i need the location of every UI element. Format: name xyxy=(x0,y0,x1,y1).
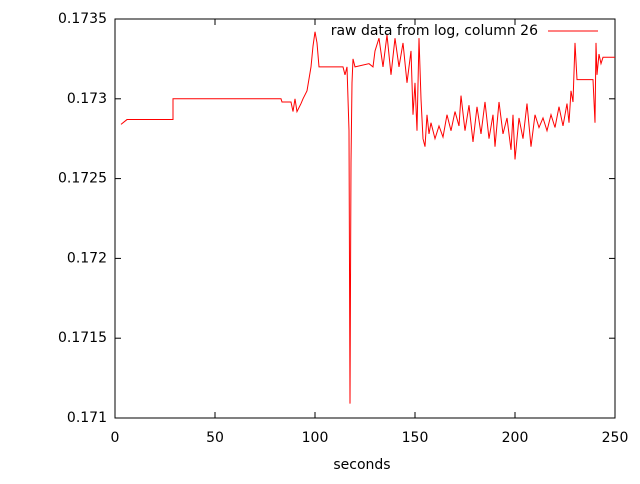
y-tick-label: 0.1715 xyxy=(58,330,107,346)
x-tick-label: 100 xyxy=(302,430,329,446)
y-tick-label: 0.1735 xyxy=(58,11,107,27)
x-tick-label: 200 xyxy=(502,430,529,446)
x-axis-label: seconds xyxy=(333,457,390,473)
x-tick-label: 50 xyxy=(206,430,224,446)
legend-label: raw data from log, column 26 xyxy=(331,23,538,39)
y-tick-label: 0.172 xyxy=(67,250,107,266)
x-tick-label: 250 xyxy=(602,430,629,446)
x-tick-label: 0 xyxy=(111,430,120,446)
x-tick-label: 150 xyxy=(402,430,429,446)
y-tick-label: 0.173 xyxy=(67,91,107,107)
y-tick-label: 0.1725 xyxy=(58,171,107,187)
plot-frame xyxy=(114,18,616,419)
y-tick-label: 0.171 xyxy=(67,410,107,426)
data-line xyxy=(120,31,615,404)
